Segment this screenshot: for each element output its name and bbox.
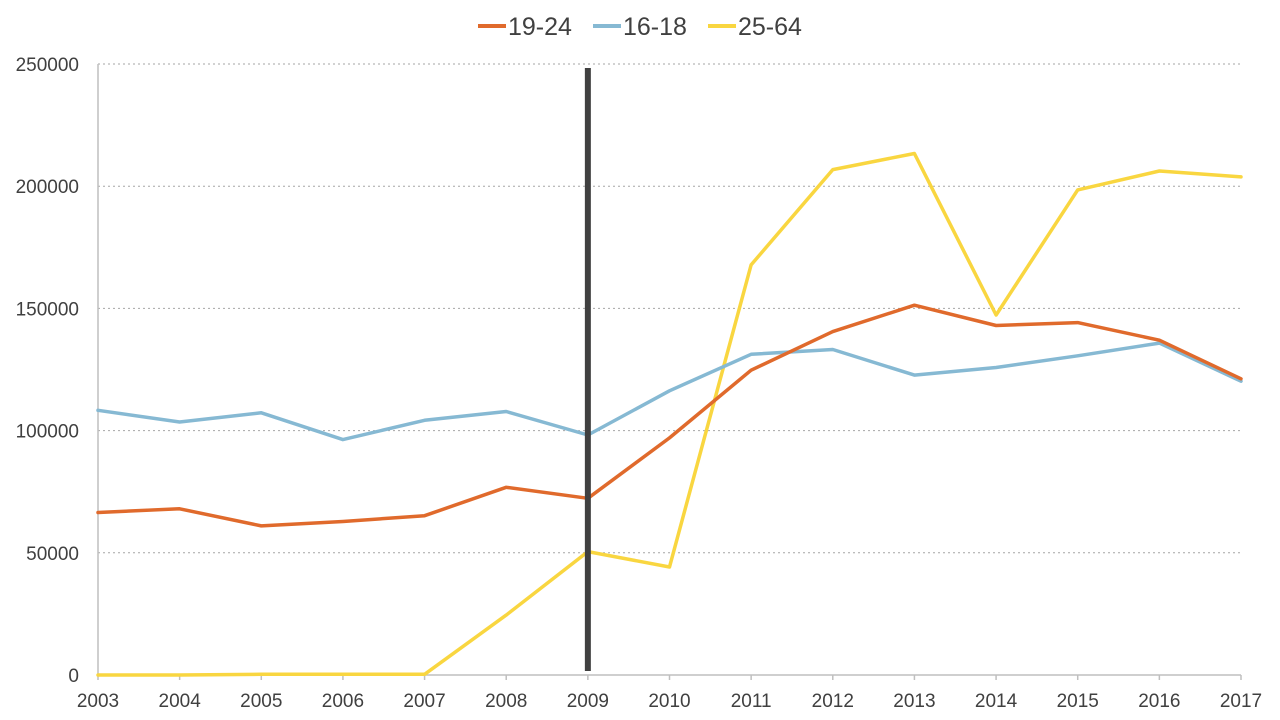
series-line-25-64 [96,151,1243,677]
x-tick-label: 2008 [485,691,527,712]
y-tick-label: 0 [68,666,79,687]
series-line-16-18 [96,341,1243,442]
y-tick-label: 200000 [16,177,79,198]
x-tick-label: 2016 [1138,691,1180,712]
legend-label: 25-64 [738,13,802,41]
legend-item-25-64: 25-64 [708,13,802,41]
x-tick-label: 2009 [567,691,609,712]
x-tick-label: 2017 [1220,691,1262,712]
series-line-19-24 [96,303,1243,528]
x-tick-label: 2012 [812,691,854,712]
y-tick-label: 250000 [16,55,79,76]
legend-item-19-24: 19-24 [478,13,572,41]
x-tick-label: 2006 [322,691,364,712]
y-tick-label: 150000 [16,299,79,320]
x-axis-ticks: 2003 2004 2005 2006 2007 2008 2009 2010 2011 2012… [77,675,1262,712]
legend-label: 19-24 [508,13,572,41]
gridlines [98,63,1241,554]
x-tick-label: 2015 [1057,691,1099,712]
y-axis-ticks: 0 50000 100000 150000 200000 250000 [16,55,79,687]
y-tick-label: 100000 [16,422,79,443]
vertical-marker-line [584,68,591,671]
x-tick-label: 2011 [731,691,772,712]
annotations [584,68,591,671]
x-tick-label: 2005 [240,691,282,712]
x-tick-label: 2010 [648,691,690,712]
legend: 19-24 16-18 25-64 [478,13,802,41]
x-tick-label: 2003 [77,691,119,712]
x-tick-label: 2004 [159,691,202,712]
series-lines [96,151,1243,677]
y-tick-label: 50000 [26,544,79,565]
x-tick-label: 2014 [975,691,1018,712]
x-tick-label: 2013 [893,691,935,712]
x-tick-label: 2007 [403,691,445,712]
axes [97,64,1241,676]
legend-label: 16-18 [623,13,687,41]
legend-item-16-18: 16-18 [593,13,687,41]
